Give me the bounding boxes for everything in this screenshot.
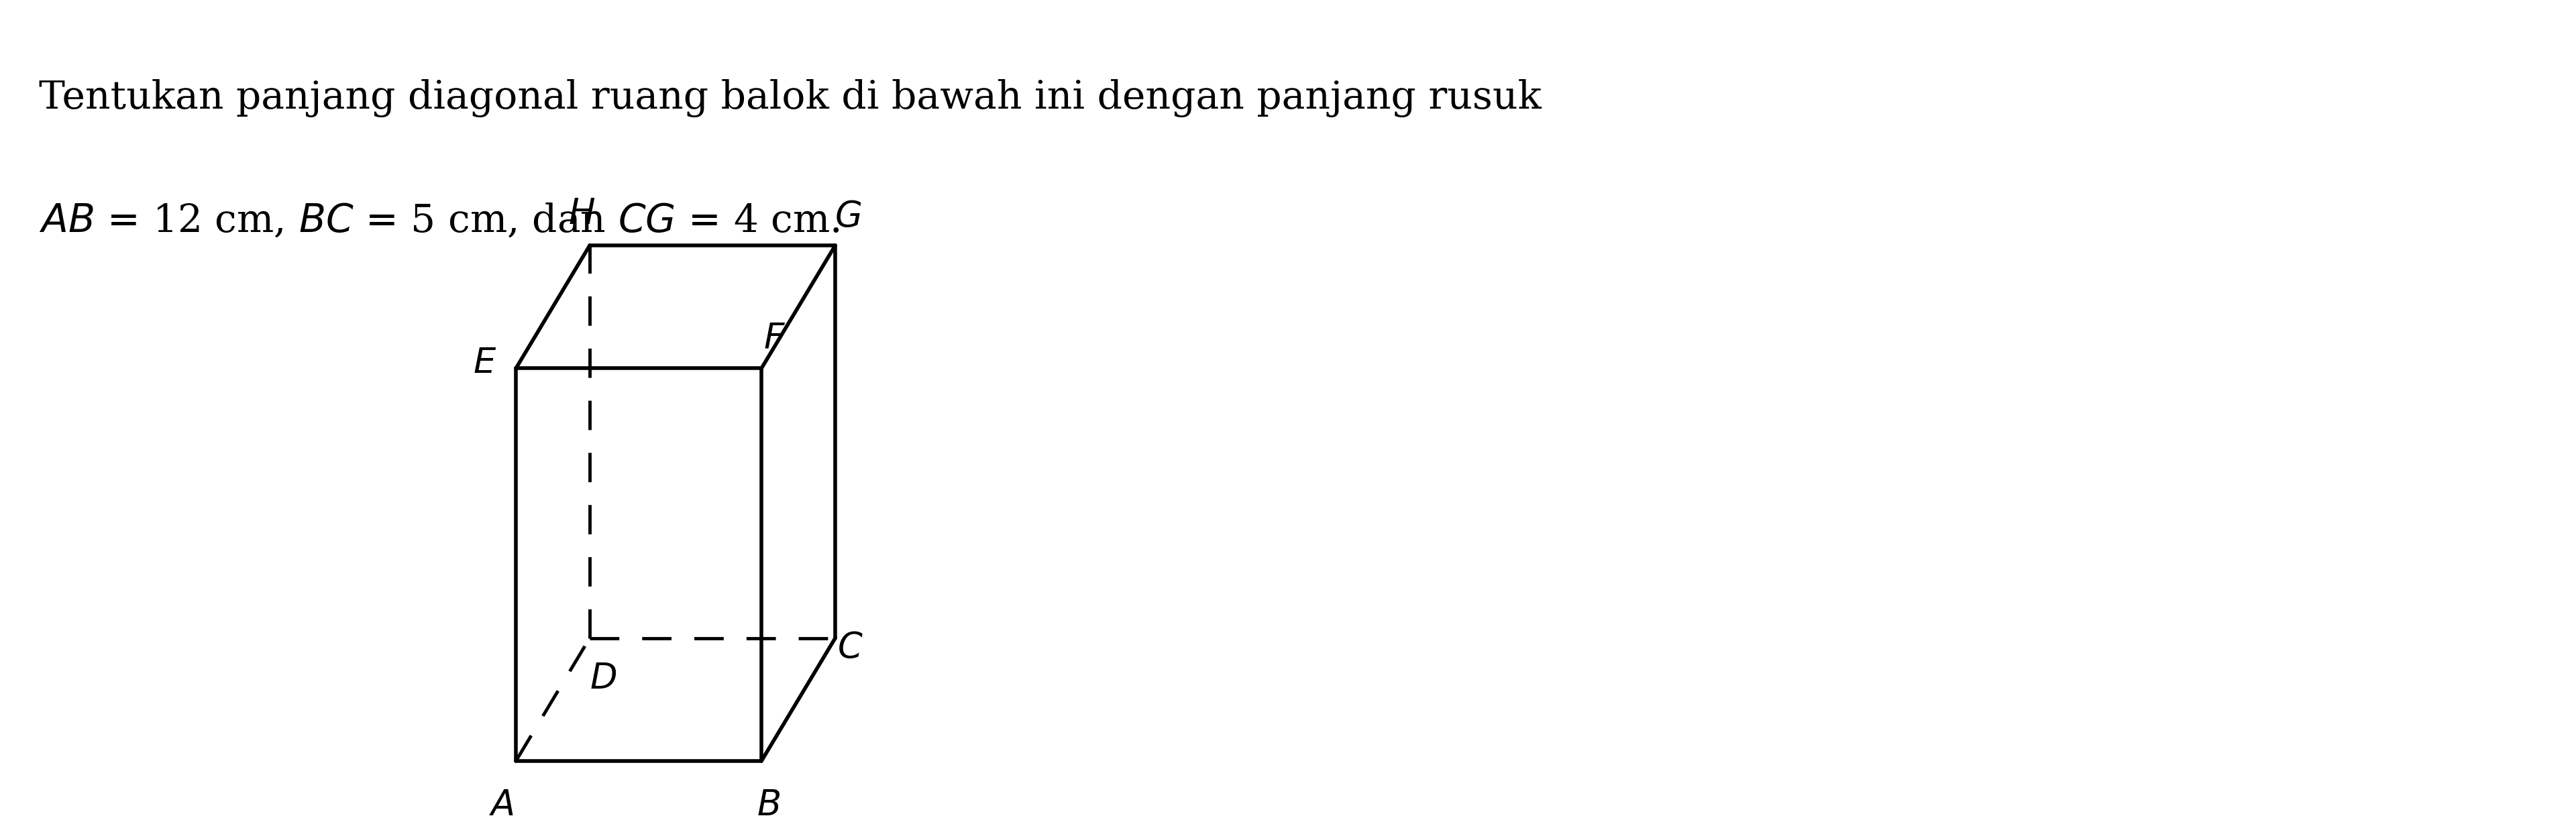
Text: $\mathit{C}$: $\mathit{C}$ [837,631,863,665]
Text: $\mathit{G}$: $\mathit{G}$ [835,200,863,234]
Text: Tentukan panjang diagonal ruang balok di bawah ini dengan panjang rusuk: Tentukan panjang diagonal ruang balok di… [39,79,1540,117]
Text: $\mathit{D}$: $\mathit{D}$ [590,662,616,696]
Text: $\mathit{F}$: $\mathit{F}$ [762,322,786,357]
Text: $\mathit{AB}$ = 12 cm, $\mathit{BC}$ = 5 cm, dan $\mathit{CG}$ = 4 cm.: $\mathit{AB}$ = 12 cm, $\mathit{BC}$ = 5… [39,202,840,240]
Text: $\mathit{A}$: $\mathit{A}$ [489,789,513,818]
Text: $\mathit{E}$: $\mathit{E}$ [474,347,497,381]
Text: $\mathit{H}$: $\mathit{H}$ [569,197,595,231]
Text: $\mathit{B}$: $\mathit{B}$ [757,789,781,818]
